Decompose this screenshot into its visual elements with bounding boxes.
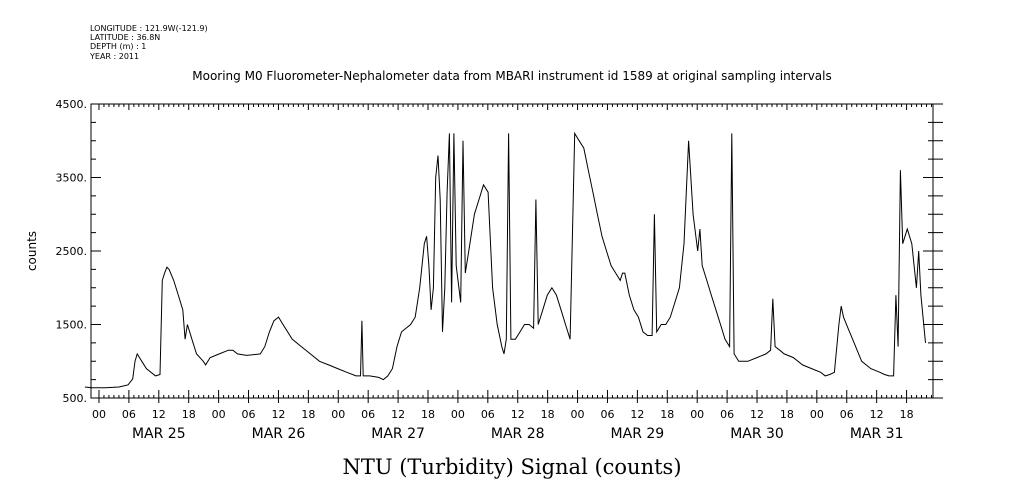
y-axis-label: counts <box>25 231 39 271</box>
x-hour-label: 12 <box>271 408 285 421</box>
x-hour-label: 18 <box>301 408 315 421</box>
x-hour-label: 00 <box>92 408 106 421</box>
x-hour-label: 06 <box>361 408 375 421</box>
chart-title: Mooring M0 Fluorometer-Nephalometer data… <box>192 69 832 83</box>
x-hour-label: 00 <box>571 408 585 421</box>
x-hour-label: 00 <box>331 408 345 421</box>
meta-depth: DEPTH (m) : 1 <box>90 42 146 51</box>
x-date-label: MAR 27 <box>371 426 425 442</box>
x-hour-label: 18 <box>421 408 435 421</box>
x-hour-label: 06 <box>600 408 614 421</box>
x-hour-label: 18 <box>900 408 914 421</box>
plot-frame <box>90 103 934 399</box>
y-axis: 500. 1500. 2500. 3500. 4500. <box>56 98 943 405</box>
meta-longitude: LONGITUDE : 121.9W(-121.9) <box>90 24 208 33</box>
x-hour-label: 06 <box>122 408 136 421</box>
y-tick-label: 3500. <box>56 172 88 185</box>
x-hour-label: 18 <box>780 408 794 421</box>
x-hour-label: 06 <box>720 408 734 421</box>
x-hour-label: 18 <box>541 408 555 421</box>
y-tick-label: 2500. <box>56 245 88 258</box>
x-axis-label: NTU (Turbidity) Signal (counts) <box>342 455 681 479</box>
x-hour-label: 12 <box>870 408 884 421</box>
y-tick-label: 500. <box>63 392 88 405</box>
x-axis: 00 06 12 18 00 06 12 18 00 06 12 18 00 06 12 18 00 06 12 18… <box>92 104 933 442</box>
y-tick-label: 1500. <box>56 319 88 332</box>
x-date-label: MAR 31 <box>850 426 904 442</box>
metadata-block: LONGITUDE : 121.9W(-121.9) LATITUDE : 36… <box>89 24 208 61</box>
x-date-label: MAR 28 <box>491 426 545 442</box>
x-date-label: MAR 25 <box>132 426 186 442</box>
x-hour-label: 00 <box>451 408 465 421</box>
x-hour-label: 00 <box>690 408 704 421</box>
x-hour-label: 06 <box>242 408 256 421</box>
x-date-label: MAR 26 <box>252 426 306 442</box>
x-hour-label: 12 <box>511 408 525 421</box>
meta-year: YEAR : 2011 <box>89 52 139 61</box>
series-line <box>84 131 926 389</box>
x-hour-label: 06 <box>481 408 495 421</box>
x-hour-label: 00 <box>212 408 226 421</box>
x-hour-label: 06 <box>840 408 854 421</box>
meta-latitude: LATITUDE : 36.8N <box>90 33 160 42</box>
x-hour-label: 18 <box>660 408 674 421</box>
x-hour-label: 12 <box>750 408 764 421</box>
x-hour-label: 18 <box>182 408 196 421</box>
x-hour-label: 12 <box>630 408 644 421</box>
x-hour-label: 12 <box>391 408 405 421</box>
x-hour-label: 00 <box>810 408 824 421</box>
x-hour-label: 12 <box>152 408 166 421</box>
x-date-label: MAR 29 <box>611 426 665 442</box>
x-date-label: MAR 30 <box>730 426 784 442</box>
y-tick-label: 4500. <box>56 98 88 111</box>
